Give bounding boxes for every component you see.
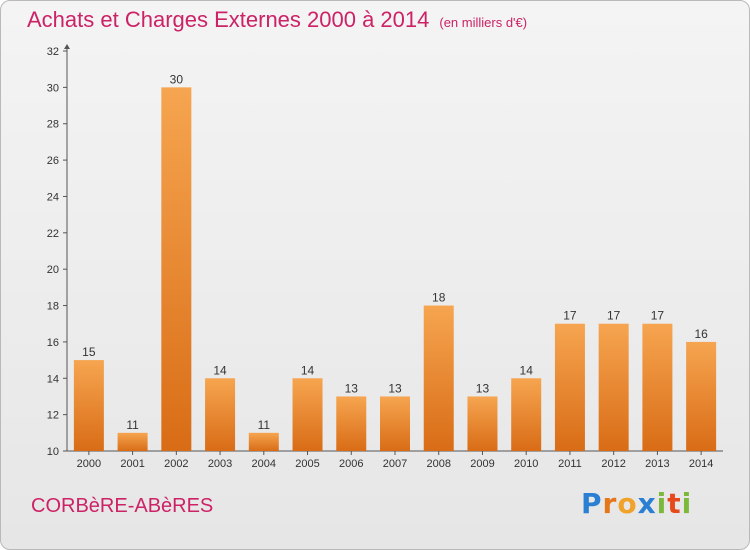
bar-value-label: 30: [170, 72, 184, 86]
x-tick-label: 2007: [383, 458, 407, 470]
y-tick-label: 14: [47, 373, 59, 385]
y-tick-label: 30: [47, 82, 59, 94]
y-tick-label: 12: [47, 410, 59, 422]
x-tick-label: 2000: [77, 458, 101, 470]
bar-value-label: 14: [520, 363, 534, 377]
bar: [161, 87, 192, 451]
y-tick-label: 32: [47, 46, 59, 58]
x-tick-label: 2006: [339, 458, 363, 470]
x-tick-label: 2014: [689, 458, 713, 470]
chart-title: Achats et Charges Externes 2000 à 2014 (e…: [27, 7, 527, 33]
y-tick-label: 26: [47, 155, 59, 167]
bar: [380, 396, 410, 451]
bar: [205, 378, 236, 451]
bar: [642, 323, 673, 451]
chart-unit: (en milliers d'€): [439, 15, 528, 30]
y-axis-arrow: [64, 44, 70, 49]
x-tick-label: 2005: [295, 458, 319, 470]
bar: [423, 305, 454, 451]
bar-value-label: 13: [345, 381, 359, 395]
bar: [598, 323, 629, 451]
x-tick-label: 2010: [514, 458, 538, 470]
x-tick-label: 2002: [164, 458, 188, 470]
x-tick-label: 2011: [558, 458, 582, 470]
y-tick-label: 28: [47, 119, 59, 131]
y-tick-label: 24: [47, 191, 59, 203]
bar: [554, 323, 585, 451]
y-tick-label: 16: [47, 337, 59, 349]
y-axis: 10 12 14 16 18 20 22 24 26 28 30 32: [47, 44, 70, 458]
y-tick-label: 18: [47, 301, 59, 313]
commune-name: CORBèRE-ABèRES: [31, 495, 214, 517]
x-tick-label: 2012: [601, 458, 625, 470]
bar-value-label: 14: [213, 363, 227, 377]
bar-value-label: 16: [694, 327, 708, 341]
bar-value-label: 13: [388, 381, 402, 395]
bar-value-label: 17: [607, 309, 621, 323]
bar: [467, 396, 498, 451]
x-tick-label: 2013: [645, 458, 669, 470]
bar-value-label: 13: [476, 381, 490, 395]
bar-value-label: 17: [651, 309, 665, 323]
y-tick-label: 22: [47, 228, 59, 240]
proxiti-logo[interactable]: Proxiti: [581, 487, 693, 520]
y-tick-label: 10: [47, 446, 59, 458]
x-tick-label: 2008: [426, 458, 450, 470]
bar-value-label: 17: [563, 309, 577, 323]
chart-title-text: Achats et Charges Externes 2000 à 2014: [27, 7, 430, 32]
bar-value-label: 14: [301, 363, 315, 377]
bar: [73, 360, 104, 451]
bar: [248, 432, 279, 451]
bar: [686, 341, 717, 451]
bar-value-label: 11: [258, 418, 271, 432]
bar-value-label: 18: [432, 291, 446, 305]
x-tick-label: 2009: [470, 458, 494, 470]
bar: [336, 396, 367, 451]
bar: [292, 378, 323, 451]
bars: 15 11 30 14 11 14 13 13 18 13 14 17 17 17 16: [73, 72, 717, 451]
bar-value-label: 11: [126, 418, 139, 432]
x-axis: 2000 2001 2002 2003 2004 2005 2006 2007 2008 2009…: [67, 450, 723, 470]
bar-value-label: 15: [82, 345, 96, 359]
bar: [511, 378, 542, 451]
x-tick-label: 2001: [120, 458, 144, 470]
x-tick-label: 2003: [208, 458, 232, 470]
bar: [117, 432, 148, 451]
x-tick-label: 2004: [252, 458, 276, 470]
y-tick-label: 20: [47, 264, 59, 276]
